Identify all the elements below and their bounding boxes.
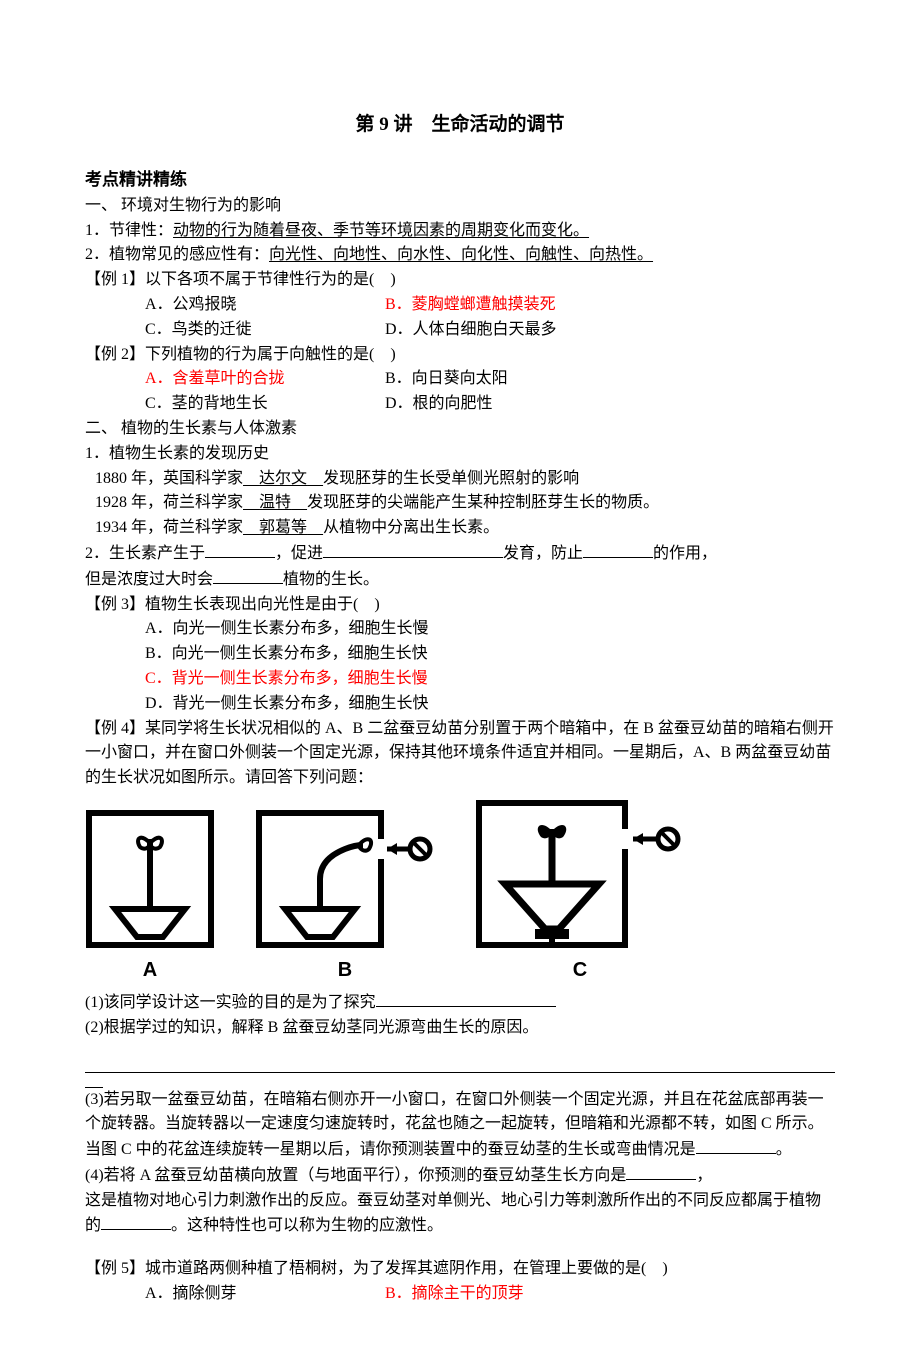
- ex4-q4a: (4)若将 A 盆蚕豆幼苗横向放置（与地面平行），你预测的蚕豆幼茎生长方向是: [85, 1167, 626, 1184]
- ex1-opt-d: D．人体白细胞白天最多: [385, 318, 557, 343]
- ex5-opt-a: A．摘除侧芽: [145, 1282, 385, 1307]
- blank-promote: [323, 541, 503, 558]
- sec2-p2e: 但是浓度过大时会: [85, 571, 213, 588]
- sec2-p2a: 2．生长素产生于: [85, 545, 205, 562]
- ex5-options: A．摘除侧芽 B．摘除主干的顶芽: [145, 1282, 835, 1307]
- sec2-h2-a: 1928 年，荷兰科学家: [95, 494, 243, 511]
- figure-b-label: B: [338, 955, 352, 986]
- sec2-h1-c: 发现胚芽的生长受单侧光照射的影响: [323, 470, 579, 487]
- figure-c: C: [475, 799, 685, 986]
- ex2-opt-b: B．向日葵向太阳: [385, 367, 508, 392]
- ex4-q1-text: (1)该同学设计这一实验的目的是为了探究: [85, 994, 376, 1011]
- sec2-h1-a: 1880 年，英国科学家: [95, 470, 243, 487]
- section2-heading: 二、 植物的生长素与人体激素: [85, 417, 835, 442]
- sec2-p2f: 植物的生长。: [283, 571, 379, 588]
- sec2-h3-a: 1934 年，荷兰科学家: [95, 519, 243, 536]
- ex3-opt-c: C．背光一侧生长素分布多，细胞生长慢: [145, 667, 835, 692]
- ex2-options: A．含羞草叶的合拢 B．向日葵向太阳 C．茎的背地生长 D．根的向肥性: [145, 367, 835, 417]
- ex4-q4-blank1: [626, 1163, 696, 1180]
- ex3-stem: 【例 3】植物生长表现出向光性是由于( ): [85, 593, 835, 618]
- ex4-q2: (2)根据学过的知识，解释 B 盆蚕豆幼茎同光源弯曲生长的原因。: [85, 1016, 835, 1041]
- ex3-opt-b: B．向光一侧生长素分布多，细胞生长快: [145, 642, 835, 667]
- ex4-q3-blank: [696, 1137, 776, 1154]
- ex2-opt-d: D．根的向肥性: [385, 392, 493, 417]
- figure-a: A: [85, 809, 215, 986]
- sec1-l2-lead: 2．植物常见的感应性有：: [85, 246, 269, 263]
- ex4-q1: (1)该同学设计这一实验的目的是为了探究: [85, 990, 835, 1016]
- ex3-opt-d: D．背光一侧生长素分布多，细胞生长快: [145, 692, 835, 717]
- sec2-p1: 1．植物生长素的发现历史: [85, 442, 835, 467]
- heading-kdjl: 考点精讲精练: [85, 167, 835, 193]
- ex4-q1-blank: [376, 990, 556, 1007]
- sec2-h2-name: 温特: [243, 494, 307, 511]
- figure-a-svg: [85, 809, 215, 949]
- sec2-p2b: ，促进: [275, 545, 323, 562]
- blank-over: [213, 567, 283, 584]
- ex3-options: A．向光一侧生长素分布多，细胞生长慢 B．向光一侧生长素分布多，细胞生长快 C．…: [145, 617, 835, 716]
- ex5-stem: 【例 5】城市道路两侧种植了梧桐树，为了发挥其遮阴作用，在管理上要做的是( ): [85, 1257, 835, 1282]
- ex1-opt-c: C．鸟类的迁徙: [145, 318, 385, 343]
- ex4-q4d: 。这种特性也可以称为生物的应激性。: [171, 1217, 443, 1234]
- sec2-h3-c: 从植物中分离出生长素。: [323, 519, 499, 536]
- sec1-line1: 1．节律性：动物的行为随着昼夜、季节等环境因素的周期变化而变化。: [85, 219, 835, 244]
- sec2-hist-1: 1880 年，英国科学家 达尔文 发现胚芽的生长受单侧光照射的影响: [95, 467, 835, 492]
- blank-origin: [205, 541, 275, 558]
- figure-b-svg: [255, 809, 435, 949]
- ex1-stem: 【例 1】以下各项不属于节律性行为的是( ): [85, 268, 835, 293]
- blank-prevent: [583, 541, 653, 558]
- sec2-h3-name: 郭葛等: [243, 519, 323, 536]
- sec2-p2-line2: 但是浓度过大时会 植物的生长。: [85, 567, 835, 593]
- ex2-opt-a: A．含羞草叶的合拢: [145, 367, 385, 392]
- page-title: 第 9 讲 生命活动的调节: [85, 110, 835, 139]
- sec1-l1-underline: 动物的行为随着昼夜、季节等环境因素的周期变化而变化。: [173, 222, 589, 239]
- ex4-q4b: ，: [696, 1167, 712, 1184]
- ex4-answer-line: [85, 1071, 835, 1073]
- ex3-opt-a: A．向光一侧生长素分布多，细胞生长慢: [145, 617, 835, 642]
- sec2-h1-name: 达尔文: [243, 470, 323, 487]
- ex4-q4-line2: 这是植物对地心引力刺激作出的反应。蚕豆幼茎对单侧光、地心引力等刺激所作出的不同反…: [85, 1189, 835, 1240]
- sec2-p2c: 发育，防止: [503, 545, 583, 562]
- ex4-q4-blank2: [101, 1213, 171, 1230]
- figure-row: A B: [85, 799, 835, 986]
- sec2-h2-c: 发现胚芽的尖端能产生某种控制胚芽生长的物质。: [307, 494, 659, 511]
- sec2-hist-3: 1934 年，荷兰科学家 郭葛等 从植物中分离出生长素。: [95, 516, 835, 541]
- ex2-stem: 【例 2】下列植物的行为属于向触性的是( ): [85, 343, 835, 368]
- ex1-opt-b: B．菱胸螳螂遭触摸装死: [385, 293, 556, 318]
- sec1-l1-lead: 1．节律性：: [85, 222, 173, 239]
- ex4-q3: (3)若另取一盆蚕豆幼苗，在暗箱右侧亦开一小窗口，在窗口外侧装一个固定光源，并且…: [85, 1088, 835, 1163]
- ex4-q4-line1: (4)若将 A 盆蚕豆幼苗横向放置（与地面平行），你预测的蚕豆幼茎生长方向是 ，: [85, 1163, 835, 1189]
- section1-heading: 一、 环境对生物行为的影响: [85, 194, 835, 219]
- page: 第 9 讲 生命活动的调节 考点精讲精练 一、 环境对生物行为的影响 1．节律性…: [0, 0, 920, 1347]
- figure-c-svg: [475, 799, 685, 949]
- ex5-opt-b: B．摘除主干的顶芽: [385, 1282, 524, 1307]
- figure-a-label: A: [143, 955, 157, 986]
- figure-b: B: [255, 809, 435, 986]
- ex1-options: A．公鸡报晓 B．菱胸螳螂遭触摸装死 C．鸟类的迁徙 D．人体白细胞白天最多: [145, 293, 835, 343]
- figure-c-label: C: [573, 955, 587, 986]
- ex1-opt-a: A．公鸡报晓: [145, 293, 385, 318]
- sec1-l2-underline: 向光性、向地性、向水性、向化性、向触性、向热性。: [269, 246, 653, 263]
- sec2-p2d: 的作用，: [653, 545, 717, 562]
- sec2-hist-2: 1928 年，荷兰科学家 温特 发现胚芽的尖端能产生某种控制胚芽生长的物质。: [95, 491, 835, 516]
- sec2-p2-line1: 2．生长素产生于 ，促进 发育，防止 的作用，: [85, 541, 835, 567]
- ex4-q3-tail: 。: [776, 1141, 792, 1158]
- sec1-line2: 2．植物常见的感应性有：向光性、向地性、向水性、向化性、向触性、向热性。: [85, 243, 835, 268]
- ex4-stem: 【例 4】某同学将生长状况相似的 A、B 二盆蚕豆幼苗分别置于两个暗箱中，在 B…: [85, 717, 835, 791]
- ex2-opt-c: C．茎的背地生长: [145, 392, 385, 417]
